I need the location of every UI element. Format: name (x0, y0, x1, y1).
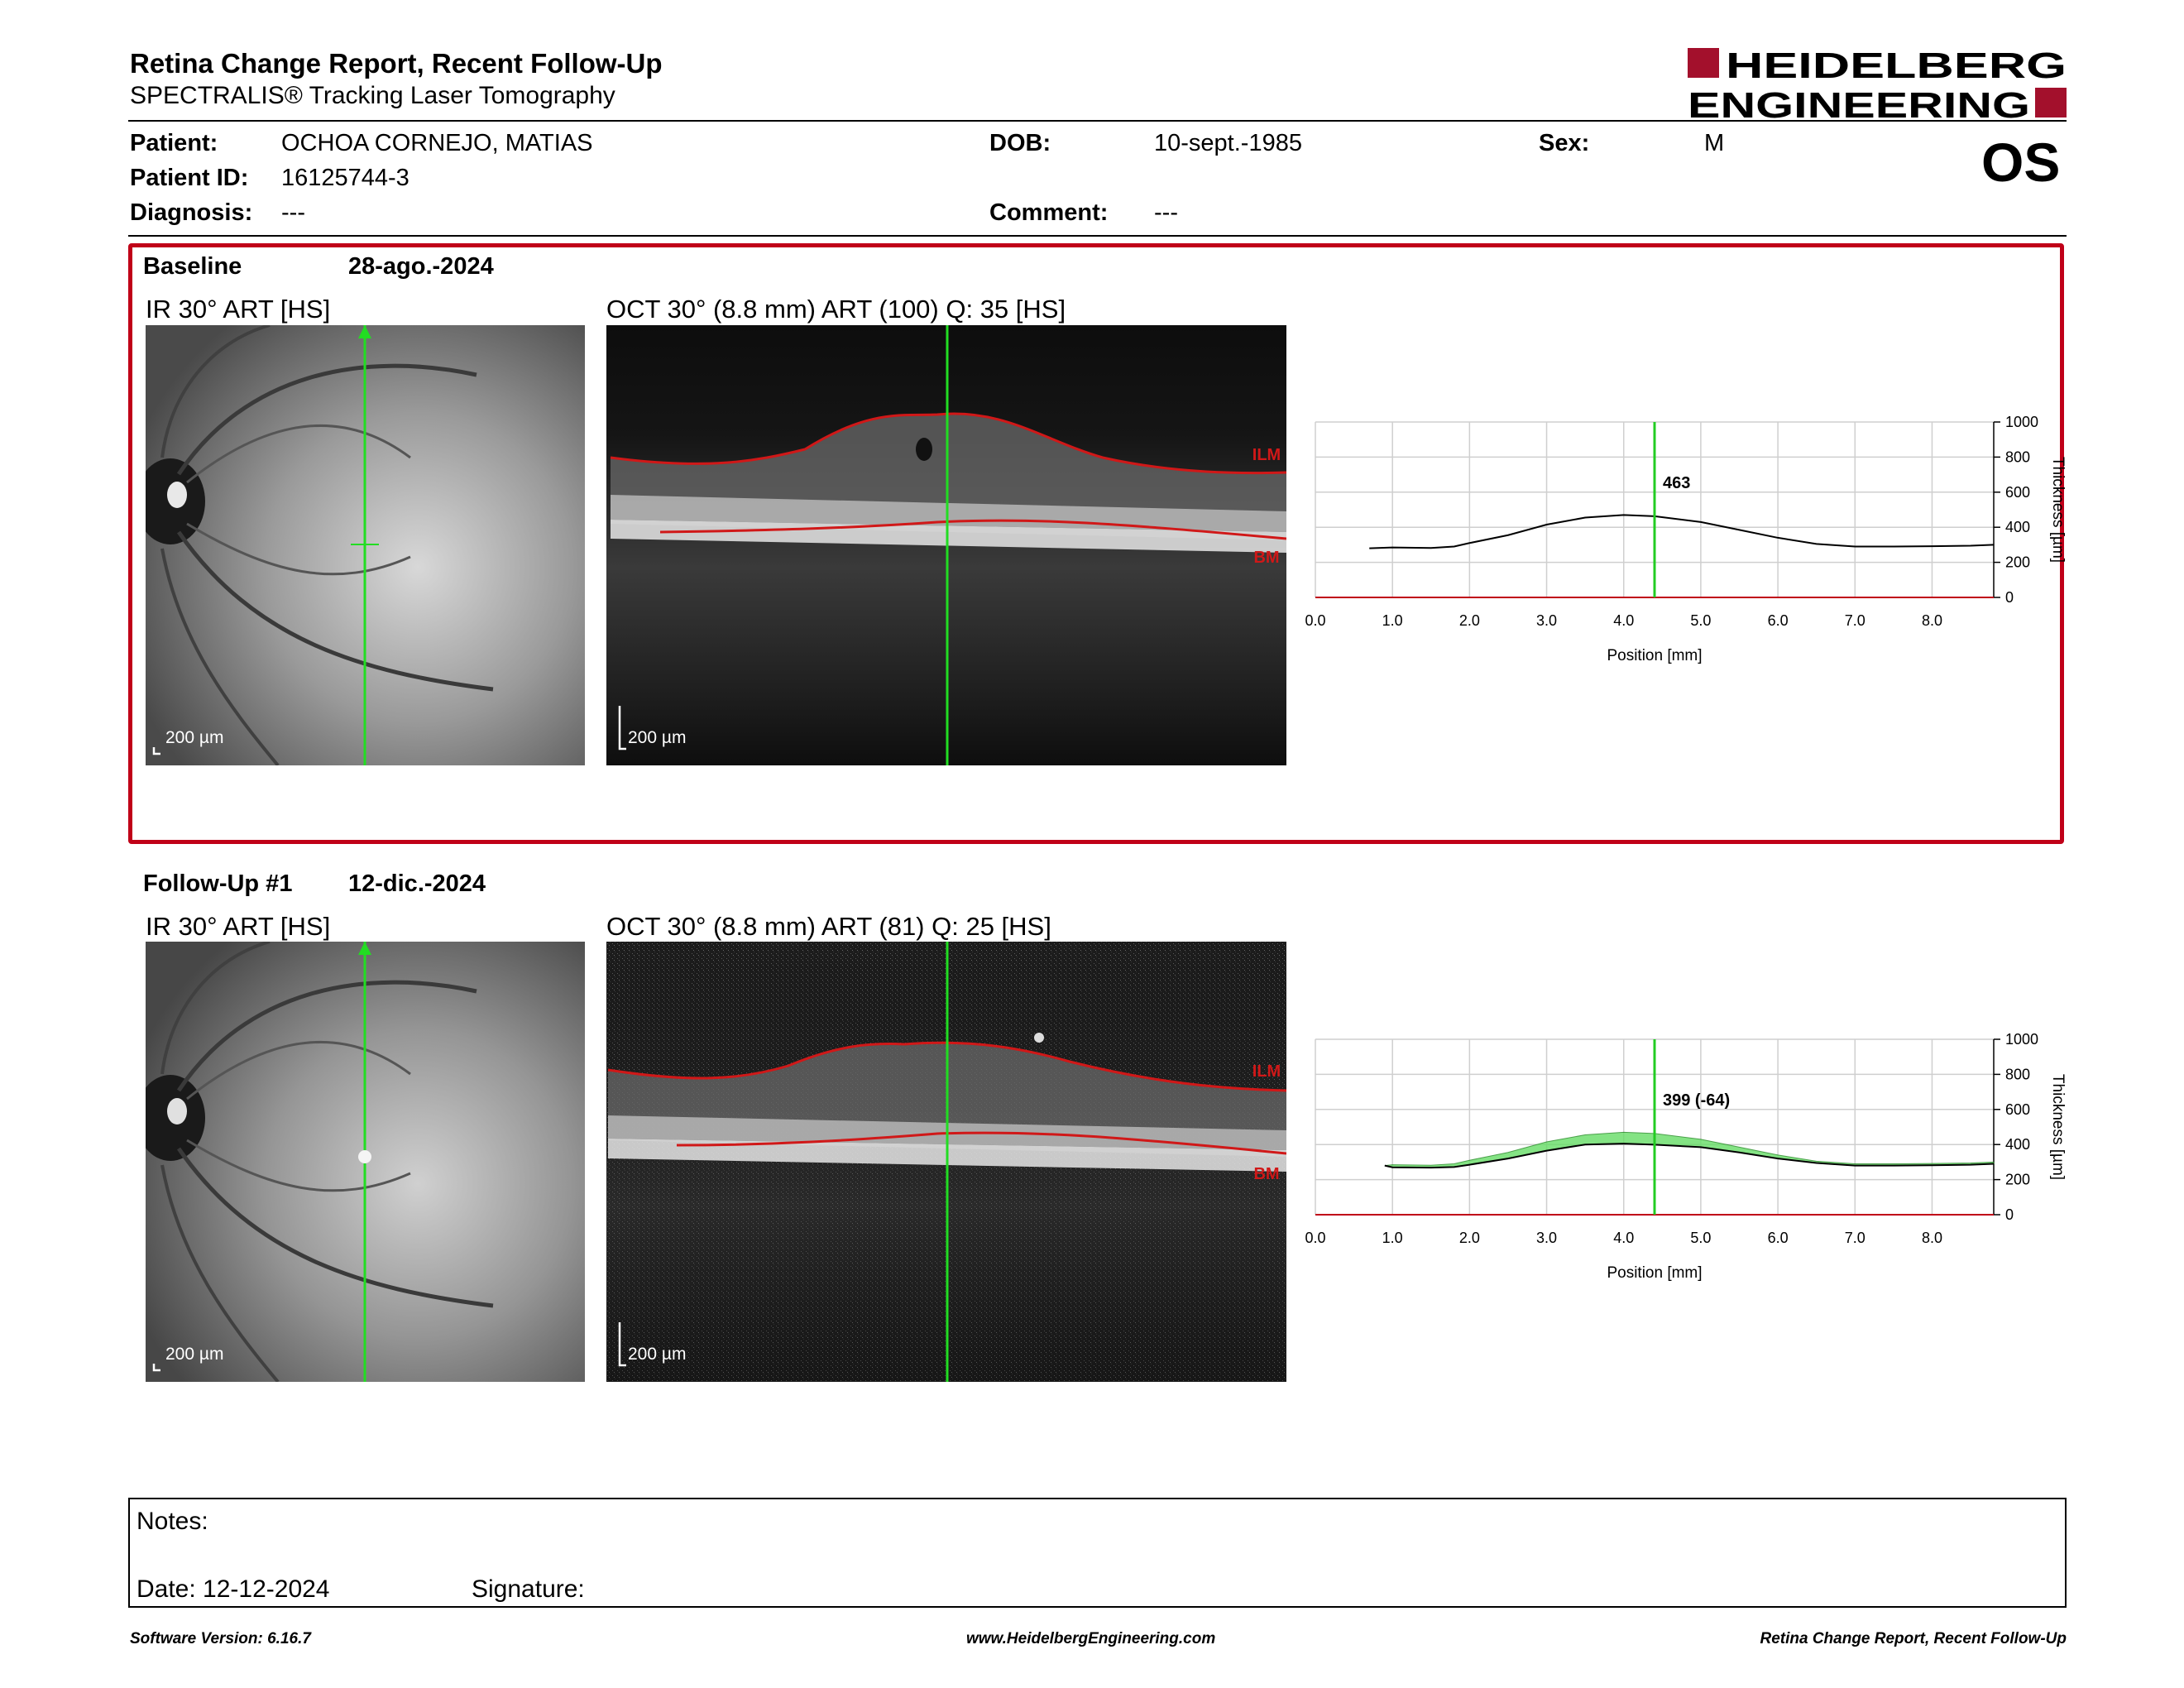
patient-id: 16125744-3 (281, 165, 410, 191)
baseline-ir-caption: IR 30° ART [HS] (146, 295, 331, 324)
diagnosis: --- (281, 199, 305, 226)
dob: 10-sept.-1985 (1154, 130, 1302, 156)
notes-date: Date: 12-12-2024 (136, 1575, 330, 1603)
x-tick-label: 5.0 (1690, 612, 1711, 629)
y-tick-label: 400 (2005, 1136, 2030, 1153)
x-tick-label: 2.0 (1459, 612, 1480, 629)
diagnosis-label: Diagnosis: (130, 199, 253, 226)
followup-ilm-label: ILM (1252, 1062, 1281, 1081)
x-tick-label: 6.0 (1768, 612, 1789, 629)
patient-name: OCHOA CORNEJO, MATIAS (281, 130, 593, 156)
baseline-ir-scale: 200 µm (165, 728, 224, 747)
y-tick-label: 0 (2005, 589, 2014, 606)
x-tick-label: 4.0 (1613, 612, 1634, 629)
followup-bm-label: BM (1253, 1165, 1279, 1183)
y-tick-label: 800 (2005, 1066, 2030, 1082)
patient-label: Patient: (130, 130, 218, 156)
footer-website[interactable]: www.HeidelbergEngineering.com (966, 1630, 1216, 1647)
sex: M (1704, 130, 1725, 156)
baseline-oct-caption: OCT 30° (8.8 mm) ART (100) Q: 35 [HS] (606, 295, 1066, 324)
x-tick-label: 6.0 (1768, 1230, 1789, 1246)
footer-report-name: Retina Change Report, Recent Follow-Up (1760, 1630, 2067, 1647)
comment: --- (1154, 199, 1178, 226)
footer-software-version: Software Version: 6.16.7 (130, 1630, 311, 1647)
x-tick-label: 4.0 (1613, 1230, 1634, 1246)
comment-label: Comment: (989, 199, 1109, 226)
eye-indicator: OS (1981, 132, 2061, 193)
report-title: Retina Change Report, Recent Follow-Up (130, 48, 663, 79)
logo-line2: ENGINEERING (1688, 85, 2030, 121)
x-tick-label: 0.0 (1305, 1230, 1325, 1246)
followup-label: Follow-Up #1 (143, 870, 293, 897)
notes-label: Notes: (136, 1508, 208, 1535)
thickness-line (1369, 514, 1995, 549)
y-tick-label: 600 (2005, 1101, 2030, 1118)
baseline-frame (128, 243, 2064, 844)
x-tick-label: 1.0 (1382, 612, 1403, 629)
dob-label: DOB: (989, 130, 1051, 156)
x-tick-label: 5.0 (1690, 1230, 1711, 1246)
y-tick-label: 0 (2005, 1206, 2014, 1223)
baseline-date: 28-ago.-2024 (348, 253, 494, 280)
y-tick-label: 1000 (2005, 1031, 2038, 1048)
x-tick-label: 7.0 (1845, 612, 1866, 629)
x-axis-label: Position [mm] (1607, 1264, 1702, 1282)
followup-date: 12-dic.-2024 (348, 870, 486, 897)
x-tick-label: 8.0 (1922, 612, 1942, 629)
y-axis-label: Thickness [µm] (2049, 457, 2067, 563)
followup-ir-image (146, 942, 585, 1382)
followup-ir-scale: 200 µm (165, 1345, 224, 1364)
followup-oct-image: ILM BM (606, 942, 1286, 1382)
baseline-oct-image: ILM BM (606, 325, 1286, 765)
baseline-label: Baseline (143, 253, 242, 280)
followup-oct-caption: OCT 30° (8.8 mm) ART (81) Q: 25 [HS] (606, 912, 1051, 941)
logo-line1: HEIDELBERG (1726, 46, 2067, 86)
y-axis-label: Thickness [µm] (2049, 1074, 2067, 1180)
followup-thickness-chart: 0.0 1.0 2.0 3.0 4.0 5.0 6.0 7.0 8.0 0 200 400 600 800… (1305, 1031, 2067, 1282)
followup-oct-scale: 200 µm (628, 1345, 687, 1364)
heidelberg-logo: HEIDELBERG ENGINEERING (1688, 46, 2067, 121)
y-tick-label: 400 (2005, 519, 2030, 535)
y-tick-label: 200 (2005, 554, 2030, 571)
x-tick-label: 7.0 (1845, 1230, 1866, 1246)
x-tick-label: 0.0 (1305, 612, 1325, 629)
baseline-bm-label: BM (1253, 549, 1279, 567)
y-tick-label: 800 (2005, 448, 2030, 465)
baseline-oct-scale: 200 µm (628, 728, 687, 747)
x-tick-label: 3.0 (1536, 1230, 1557, 1246)
cursor-value-label: 463 (1663, 474, 1690, 492)
change-area (1384, 1131, 1995, 1168)
header-divider (128, 120, 2067, 122)
y-tick-label: 1000 (2005, 414, 2038, 430)
baseline-ilm-label: ILM (1252, 446, 1281, 464)
patient-divider (128, 235, 2067, 237)
x-tick-label: 2.0 (1459, 1230, 1480, 1246)
x-tick-label: 3.0 (1536, 612, 1557, 629)
y-tick-label: 600 (2005, 484, 2030, 501)
x-tick-label: 8.0 (1922, 1230, 1942, 1246)
y-tick-label: 200 (2005, 1172, 2030, 1188)
cursor-value-label: 399 (-64) (1663, 1091, 1730, 1110)
x-tick-label: 1.0 (1382, 1230, 1403, 1246)
baseline-ir-image (146, 325, 585, 765)
notes-box: Notes: Date: 12-12-2024 Signature: (128, 1498, 2067, 1608)
followup-ir-caption: IR 30° ART [HS] (146, 912, 331, 941)
sex-label: Sex: (1539, 130, 1590, 156)
x-axis-label: Position [mm] (1607, 647, 1702, 664)
baseline-thickness-chart: 0.0 1.0 2.0 3.0 4.0 5.0 6.0 7.0 8.0 0 200 400 600 800… (1305, 414, 2067, 664)
signature-label: Signature: (472, 1575, 585, 1603)
patient-id-label: Patient ID: (130, 165, 249, 191)
report-subtitle: SPECTRALIS® Tracking Laser Tomography (130, 82, 615, 109)
